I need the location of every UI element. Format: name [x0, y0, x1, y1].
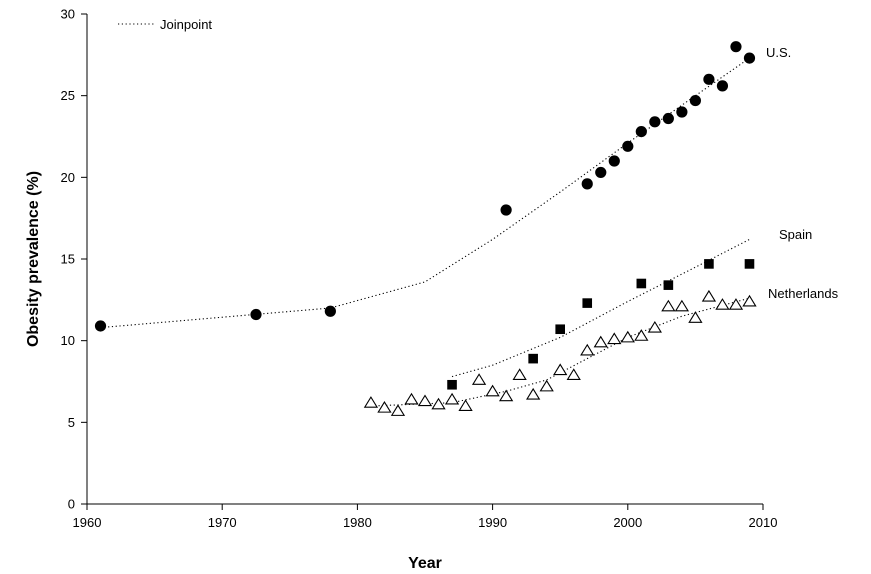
data-point [498, 389, 514, 402]
y-tick-label: 0 [68, 497, 75, 512]
data-point [703, 73, 715, 85]
data-point [730, 41, 742, 53]
data-point [728, 298, 744, 310]
data-point [471, 373, 487, 385]
x-tick-label: 1980 [343, 515, 372, 530]
x-tick-label: 2000 [613, 515, 642, 530]
x-tick-label: 1970 [208, 515, 237, 530]
data-point [431, 397, 446, 410]
data-point [447, 379, 457, 390]
data-point [663, 280, 674, 290]
data-point [444, 392, 460, 405]
data-point [676, 106, 688, 118]
y-tick-label: 30 [61, 7, 75, 22]
data-point [553, 363, 568, 376]
data-point [635, 126, 647, 138]
joinpoint-line [370, 297, 750, 407]
x-tick-label: 1990 [478, 515, 507, 530]
data-point [662, 112, 674, 125]
legend-joinpoint-label: Joinpoint [160, 17, 212, 32]
joinpoint-lines [100, 57, 750, 407]
data-point [634, 329, 649, 341]
series-label: Spain [779, 227, 812, 242]
data-point [688, 311, 703, 323]
data-point [649, 116, 661, 128]
y-tick-label: 20 [61, 170, 75, 185]
joinpoint-line [100, 57, 750, 329]
data-point [608, 155, 620, 167]
data-point [636, 278, 647, 289]
series-label: U.S. [766, 45, 791, 60]
series-label: Netherlands [768, 286, 839, 301]
legend: Joinpoint [118, 17, 212, 32]
data-point [704, 259, 714, 269]
data-point [539, 379, 554, 392]
data-point [716, 80, 729, 92]
data-point [417, 394, 433, 407]
data-point [701, 289, 717, 302]
data-point [581, 178, 593, 190]
data-point [622, 140, 634, 152]
y-axis-ticks: 0 5 10 15 20 25 30 [61, 7, 87, 512]
data-point [620, 330, 635, 343]
x-tick-label: 1960 [73, 515, 102, 530]
data-point [377, 400, 392, 413]
data-point [595, 166, 607, 179]
data-point [94, 320, 107, 332]
data-point [404, 392, 419, 405]
data-point [390, 404, 406, 416]
data-point [593, 335, 608, 348]
data-point [458, 399, 473, 412]
data-point [363, 396, 379, 408]
data-point [661, 299, 676, 312]
data-point [555, 324, 565, 335]
data-point [607, 332, 622, 345]
data-point [582, 298, 593, 308]
data-point [566, 368, 581, 380]
data-point [324, 305, 336, 317]
data-markers [94, 41, 757, 416]
data-point [715, 298, 730, 310]
y-axis-title: Obesity prevalence (%) [25, 171, 42, 347]
data-point [500, 204, 512, 216]
data-point [742, 294, 757, 307]
data-point [744, 259, 755, 269]
x-tick-label: 2010 [749, 515, 778, 530]
x-axis-title: Year [408, 555, 442, 572]
data-point [528, 353, 538, 364]
y-tick-label: 10 [61, 333, 75, 348]
x-axis-ticks: 1960 1970 1980 1990 2000 2010 [73, 504, 778, 530]
series-labels: U.S. Spain Netherlands [766, 45, 839, 301]
data-point [512, 368, 527, 380]
y-tick-label: 15 [61, 252, 75, 267]
y-tick-label: 25 [61, 88, 75, 103]
data-point [647, 320, 662, 333]
y-tick-label: 5 [68, 415, 75, 430]
data-point [743, 52, 756, 64]
data-point [250, 308, 262, 321]
data-point [526, 387, 541, 400]
data-point [674, 299, 690, 312]
data-point [689, 94, 702, 107]
data-point [580, 343, 595, 356]
data-point [485, 384, 500, 397]
